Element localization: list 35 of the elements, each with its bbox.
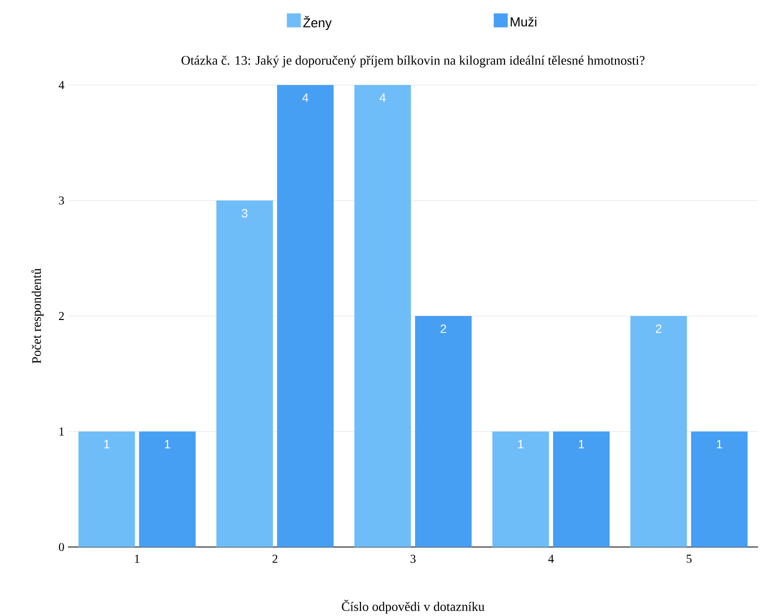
- bar: [553, 432, 610, 547]
- data-label: 1: [518, 440, 524, 448]
- bar: [354, 84, 411, 547]
- x-tick-label: 3: [410, 554, 416, 563]
- data-label: 4: [380, 94, 386, 102]
- y-tick-label: 4: [58, 81, 64, 89]
- x-axis-title: Číslo odpovědi v dotazníku: [342, 600, 484, 614]
- data-label: 4: [302, 94, 308, 102]
- bar: [630, 316, 687, 547]
- bar: [691, 432, 748, 547]
- y-tick-label: 2: [59, 312, 64, 320]
- data-label: 1: [104, 440, 110, 448]
- x-tick-label: 4: [548, 554, 554, 563]
- y-tick-label: 3: [59, 196, 64, 205]
- y-axis-title: Počet respondentů: [31, 268, 44, 364]
- data-label: 1: [578, 440, 584, 448]
- x-tick-label: 5: [686, 554, 692, 563]
- data-label: 2: [440, 324, 446, 333]
- bar: [78, 432, 135, 547]
- data-label: 1: [716, 440, 722, 448]
- data-label: 1: [164, 440, 170, 448]
- bar: [492, 432, 549, 547]
- data-label: 2: [656, 324, 662, 333]
- legend-label: Muži: [510, 16, 536, 26]
- x-tick-label: 2: [272, 554, 278, 563]
- bar: [415, 316, 472, 547]
- legend-label: Ženy: [303, 16, 332, 30]
- bar: [216, 200, 273, 547]
- y-tick-label: 0: [58, 542, 64, 552]
- y-tick-label: 1: [60, 428, 64, 436]
- data-label: 3: [242, 209, 248, 218]
- bar: [277, 84, 334, 547]
- chart-title: Otázka č. 13: Jaký je doporučený příjem bílkovin na kilogram ideální tělesné hmotnosti?: [182, 56, 644, 68]
- x-tick-label: 1: [135, 554, 140, 563]
- bar: [139, 432, 196, 547]
